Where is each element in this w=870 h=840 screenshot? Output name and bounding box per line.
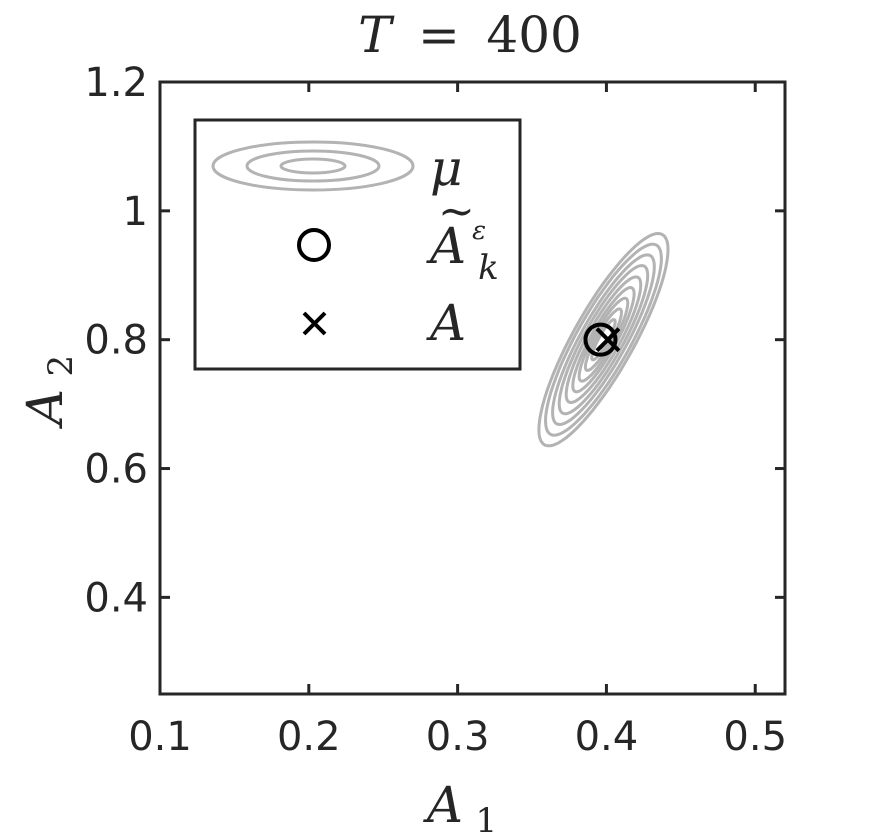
mu-contours xyxy=(537,231,670,448)
legend-cross-icon xyxy=(302,311,327,336)
y-ticks: 0.4 0.6 0.8 1 1.2 xyxy=(84,60,785,621)
y-tick-label: 0.6 xyxy=(84,447,148,493)
y-axis-label-sub: 2 xyxy=(41,355,81,377)
legend-label-estimate-sub: k xyxy=(478,248,499,288)
x-axis-label-base: A xyxy=(423,776,463,834)
estimate-marker xyxy=(583,322,618,357)
legend: μ A ε k ~ A xyxy=(193,118,522,371)
contour-level xyxy=(551,253,656,427)
contour-level xyxy=(537,231,670,448)
x-tick-label: 0.2 xyxy=(277,714,341,760)
axes-box xyxy=(158,80,787,696)
legend-label-mu: μ xyxy=(430,139,463,197)
y-tick-label: 0.4 xyxy=(84,575,148,621)
legend-label-estimate-sup: ε xyxy=(472,216,486,246)
y-tick-label: 0.8 xyxy=(84,318,148,364)
x-tick-label: 0.4 xyxy=(575,714,639,760)
markers xyxy=(583,322,621,357)
title-value: 400 xyxy=(486,6,581,64)
contour-level xyxy=(564,275,643,405)
chart-title: T = 400 xyxy=(358,6,582,64)
y-axis-label: A 2 xyxy=(16,355,81,429)
x-tick-label: 0.1 xyxy=(128,714,192,760)
x-axis-label: A 1 xyxy=(423,776,497,840)
title-eq: = xyxy=(418,6,460,64)
legend-circle-icon xyxy=(297,228,331,262)
true-value-marker xyxy=(595,327,621,353)
x-ticks: 0.1 0.2 0.3 0.4 0.5 xyxy=(128,82,787,760)
legend-label-estimate-accent: ~ xyxy=(438,186,475,237)
y-tick-label: 1.2 xyxy=(84,60,148,106)
legend-label-true: A xyxy=(426,294,466,352)
x-axis-label-sub: 1 xyxy=(475,801,497,840)
legend-label-estimate-base: A xyxy=(426,217,466,275)
legend-contour-icon xyxy=(211,140,415,192)
contour-level xyxy=(571,285,636,394)
contour-level xyxy=(543,242,663,437)
contour-level xyxy=(577,296,630,383)
y-tick-label: 1 xyxy=(123,189,148,235)
contour-level xyxy=(557,264,650,416)
x-tick-label: 0.5 xyxy=(723,714,787,760)
legend-label-estimate: A ε k xyxy=(426,216,499,288)
x-tick-label: 0.3 xyxy=(426,714,490,760)
title-var: T xyxy=(358,6,395,64)
y-axis-label-base: A xyxy=(16,389,74,429)
